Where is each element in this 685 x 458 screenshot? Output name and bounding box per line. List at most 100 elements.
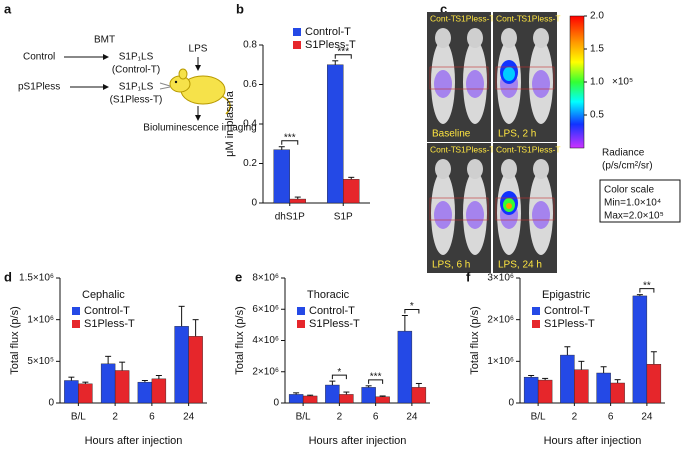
y-tick-label: 3×10⁶ — [487, 273, 514, 284]
bar — [632, 295, 648, 404]
legend-swatch — [72, 320, 80, 328]
panel-label: d — [4, 269, 12, 284]
treatment: BMT — [94, 35, 115, 46]
condition-label: LPS, 2 h — [498, 129, 536, 140]
signal — [434, 201, 452, 229]
legend-label: S1Pless-T — [544, 318, 595, 330]
image-panel: Cont-T S1Pless-T LPS, 24 h — [493, 143, 561, 273]
bar — [273, 149, 290, 204]
error-bar — [329, 380, 336, 386]
image-label: Cont-T — [430, 13, 456, 23]
x-tick-label: 6 — [373, 412, 379, 423]
error-bar — [415, 382, 422, 388]
mouse-head — [467, 159, 483, 179]
legend-label: S1Pless-T — [309, 318, 360, 330]
recipient: (Control-T) — [112, 65, 160, 76]
bar — [596, 372, 611, 404]
legend-label: S1Pless-T — [84, 318, 135, 330]
image-label: Cont-T — [496, 144, 522, 154]
error-bar — [68, 376, 75, 381]
mouse-head — [435, 159, 451, 179]
chart-title: Cephalic — [82, 289, 125, 301]
legend-label: Control-T — [309, 305, 355, 317]
chart-title: Epigastric — [542, 289, 591, 301]
x-tick-label: B/L — [296, 412, 311, 423]
roi — [429, 66, 489, 90]
x-tick-label: 2 — [337, 412, 343, 423]
mouse-head — [501, 28, 517, 48]
legend-swatch — [297, 307, 305, 315]
error-bar — [294, 196, 301, 200]
image-panel: Cont-T S1Pless-T LPS, 6 h — [427, 143, 495, 273]
signal — [503, 67, 515, 81]
y-tick-label: 6×10⁶ — [252, 304, 279, 315]
condition-label: Baseline — [432, 129, 471, 140]
bar — [151, 378, 167, 404]
y-tick-label: 2×10⁶ — [252, 366, 279, 377]
donor: pS1Pless — [18, 82, 60, 93]
x-tick-label: S1P — [334, 212, 353, 223]
legend-label: Control-T — [305, 26, 351, 38]
error-bar — [379, 395, 386, 397]
image-label: S1Pless-T — [521, 13, 560, 23]
x-axis-label: Hours after injection — [309, 435, 407, 447]
signal — [466, 70, 484, 98]
significance-bracket — [404, 309, 420, 314]
mouse-head — [533, 159, 549, 179]
x-tick-label: 24 — [183, 412, 195, 423]
error-bar — [293, 392, 300, 395]
legend-label: Control-T — [84, 305, 130, 317]
bar — [610, 382, 625, 404]
schematic: a BMT Control pS1Pless S1P₁LS (Control-T… — [4, 1, 257, 133]
error-bar — [307, 394, 314, 396]
chart-title: Thoracic — [307, 289, 350, 301]
y-tick-label: 1×10⁶ — [27, 314, 54, 325]
colorbar-multiplier: ×10⁵ — [612, 77, 633, 88]
x-tick-label: B/L — [531, 412, 546, 423]
legend-swatch — [293, 28, 301, 36]
x-tick-label: 6 — [608, 412, 614, 423]
bar — [188, 336, 203, 404]
scale-text: Color scale — [604, 185, 654, 196]
donor: Control — [23, 52, 55, 63]
bar — [327, 64, 344, 204]
significance-bracket — [331, 374, 347, 380]
recipient: (S1Pless-T) — [110, 95, 163, 106]
signal — [506, 203, 512, 209]
y-tick-label: 2×10⁶ — [487, 314, 514, 325]
bar — [288, 394, 304, 404]
scale-text: Min=1.0×10⁴ — [604, 198, 661, 209]
legend-label: Control-T — [544, 305, 590, 317]
y-tick-label: 0 — [508, 398, 514, 409]
recipient: S1P₁LS — [119, 82, 154, 93]
y-axis-label: Total flux (p/s) — [469, 306, 481, 374]
panel-label: f — [466, 269, 471, 284]
image-label: S1Pless-T — [455, 144, 494, 154]
image-label: S1Pless-T — [521, 144, 560, 154]
error-bar — [650, 351, 657, 365]
bar — [560, 354, 575, 404]
error-bar — [614, 379, 621, 383]
bar — [114, 370, 130, 404]
legend-swatch — [532, 307, 540, 315]
significance-bracket — [334, 54, 352, 59]
error-bar — [155, 375, 162, 379]
x-axis-label: Hours after injection — [85, 435, 183, 447]
panel-label: a — [4, 1, 12, 16]
legend-swatch — [293, 41, 301, 49]
colorbar-tick-label: 0.5 — [590, 110, 604, 121]
error-bar — [82, 381, 89, 384]
mouse-head — [501, 159, 517, 179]
scale-text: Max=2.0×10⁵ — [604, 211, 664, 222]
legend-swatch — [72, 307, 80, 315]
image-panel: Cont-T S1Pless-T Baseline — [427, 12, 495, 142]
significance-bracket — [639, 288, 655, 293]
mouse-head — [533, 28, 549, 48]
bar — [343, 179, 360, 204]
colorbar-title: (p/s/cm²/sr) — [602, 161, 653, 172]
bar — [339, 394, 354, 404]
significance: *** — [370, 371, 382, 382]
bar — [397, 330, 413, 404]
bar — [523, 376, 539, 404]
